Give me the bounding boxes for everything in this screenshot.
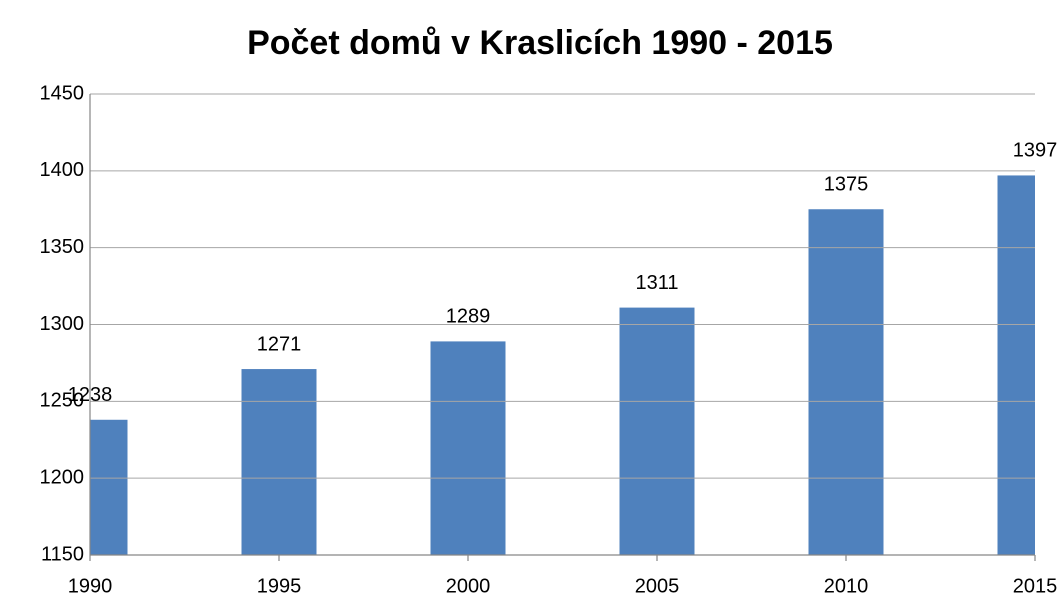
x-tick-label: 2015: [1013, 575, 1058, 597]
y-tick-label: 1150: [41, 543, 84, 565]
x-tick-label: 2010: [824, 575, 869, 597]
bar: [808, 209, 884, 555]
bar: [997, 175, 1035, 555]
data-label: 1289: [446, 306, 491, 328]
x-tick-label: 1995: [257, 575, 302, 597]
bar: [90, 419, 128, 555]
x-tick-label: 2005: [635, 575, 680, 597]
plot-area: [90, 175, 1035, 555]
y-tick-label: 1350: [40, 236, 85, 258]
data-label: 1375: [824, 174, 869, 196]
y-tick-label: 1300: [40, 313, 85, 335]
bar: [430, 341, 506, 555]
y-tick-label: 1200: [40, 466, 85, 488]
data-label: 1271: [257, 333, 302, 355]
chart-title: Počet domů v Kraslicích 1990 - 2015: [247, 24, 833, 62]
bar: [619, 307, 695, 555]
data-label: 1397: [1013, 140, 1058, 162]
y-tick-label: 1250: [40, 390, 85, 412]
y-tick-label: 1450: [40, 82, 85, 104]
y-tick-label: 1400: [40, 159, 85, 181]
x-tick-label: 1990: [68, 575, 113, 597]
data-label: 1238: [68, 384, 113, 406]
bar: [241, 369, 317, 555]
data-label: 1311: [635, 272, 678, 294]
x-tick-label: 2000: [446, 575, 491, 597]
